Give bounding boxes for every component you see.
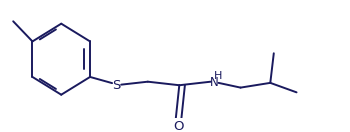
Text: S: S <box>112 79 120 92</box>
Text: O: O <box>173 120 184 132</box>
Text: H: H <box>214 71 223 81</box>
Text: N: N <box>210 76 219 89</box>
